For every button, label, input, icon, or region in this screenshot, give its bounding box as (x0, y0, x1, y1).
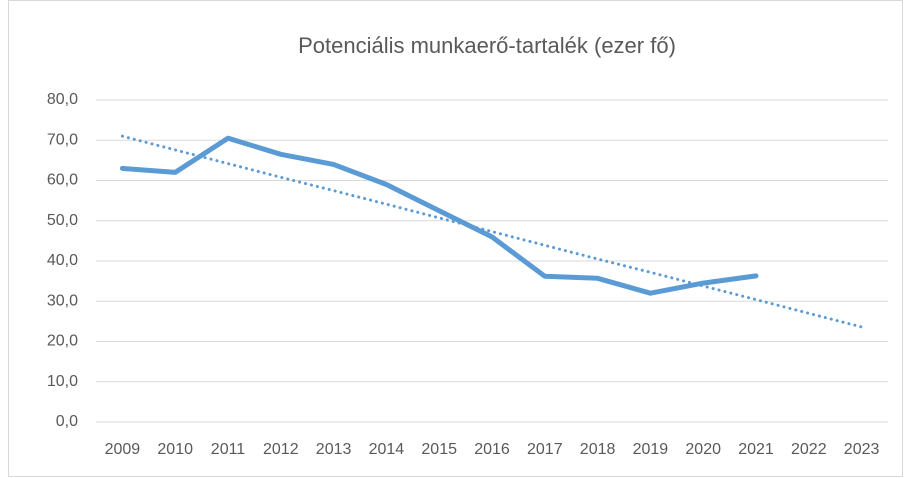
x-tick-label: 2016 (474, 441, 510, 458)
x-tick-label: 2009 (105, 441, 141, 458)
x-tick-label: 2018 (580, 441, 616, 458)
y-tick-label: 70,0 (47, 131, 78, 148)
y-tick-label: 60,0 (47, 172, 78, 189)
x-tick-label: 2012 (263, 441, 299, 458)
y-tick-label: 80,0 (47, 91, 78, 108)
x-tick-label: 2011 (211, 441, 246, 458)
y-tick-label: 0,0 (56, 413, 78, 430)
chart-title: Potenciális munkaerő-tartalék (ezer fő) (298, 33, 676, 58)
x-tick-label: 2017 (527, 441, 563, 458)
x-tick-label: 2023 (844, 441, 880, 458)
y-tick-label: 10,0 (47, 373, 78, 390)
x-tick-label: 2022 (791, 441, 827, 458)
x-tick-label: 2020 (685, 441, 721, 458)
data-line (119, 135, 759, 296)
y-tick-label: 40,0 (47, 252, 78, 269)
x-tick-label: 2013 (316, 441, 352, 458)
x-tick-label: 2021 (738, 441, 774, 458)
y-tick-label: 50,0 (47, 212, 78, 229)
x-tick-label: 2019 (633, 441, 669, 458)
x-tick-label: 2010 (157, 441, 193, 458)
x-tick-label: 2014 (369, 441, 405, 458)
y-tick-label: 30,0 (47, 292, 78, 309)
y-tick-label: 20,0 (47, 333, 78, 350)
x-tick-label: 2015 (421, 441, 457, 458)
chart-border (8, 0, 903, 477)
trend-line (120, 134, 864, 329)
